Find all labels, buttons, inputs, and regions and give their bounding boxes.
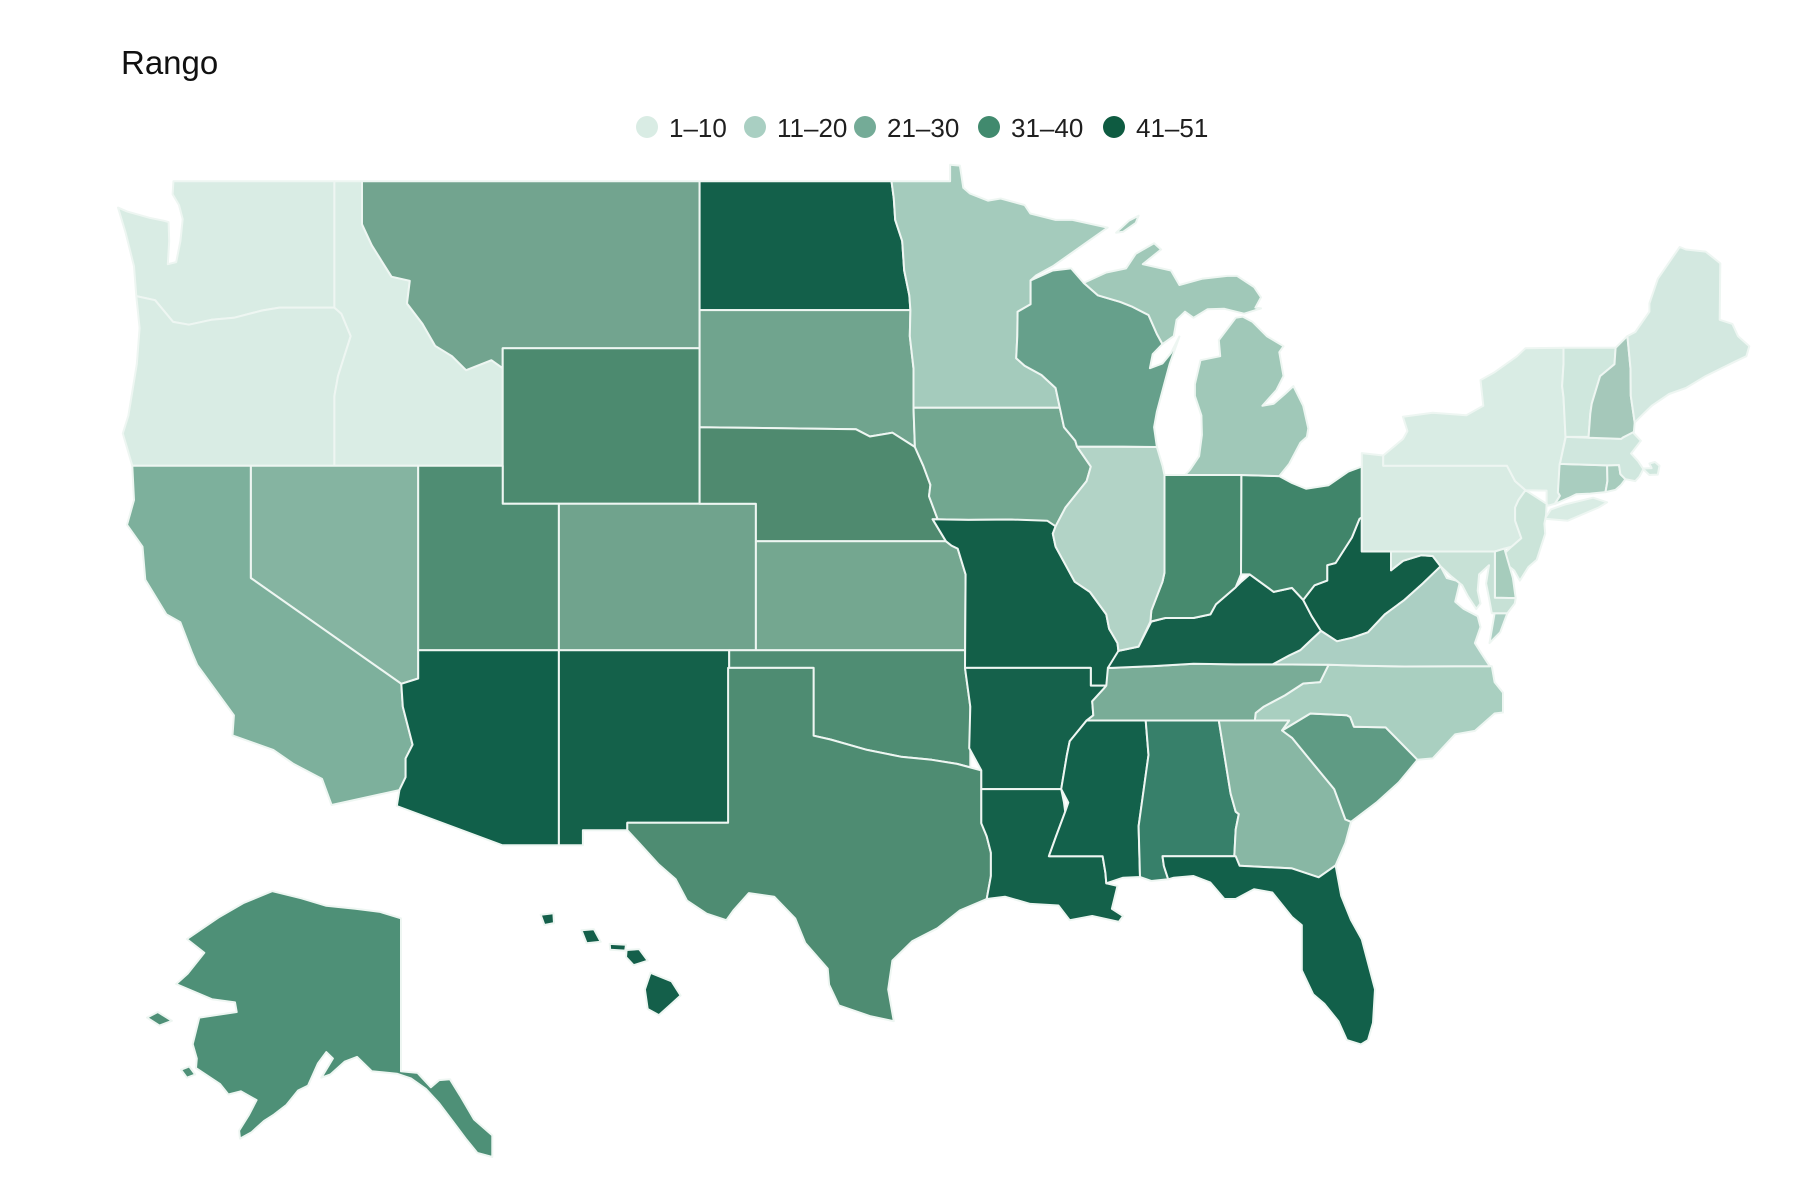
svg-text:11–20: 11–20	[777, 113, 847, 143]
svg-text:41–51: 41–51	[1136, 113, 1208, 143]
svg-text:1–10: 1–10	[669, 113, 727, 143]
svg-text:Rango: Rango	[121, 44, 218, 81]
svg-text:21–30: 21–30	[887, 113, 959, 143]
svg-text:31–40: 31–40	[1011, 113, 1083, 143]
